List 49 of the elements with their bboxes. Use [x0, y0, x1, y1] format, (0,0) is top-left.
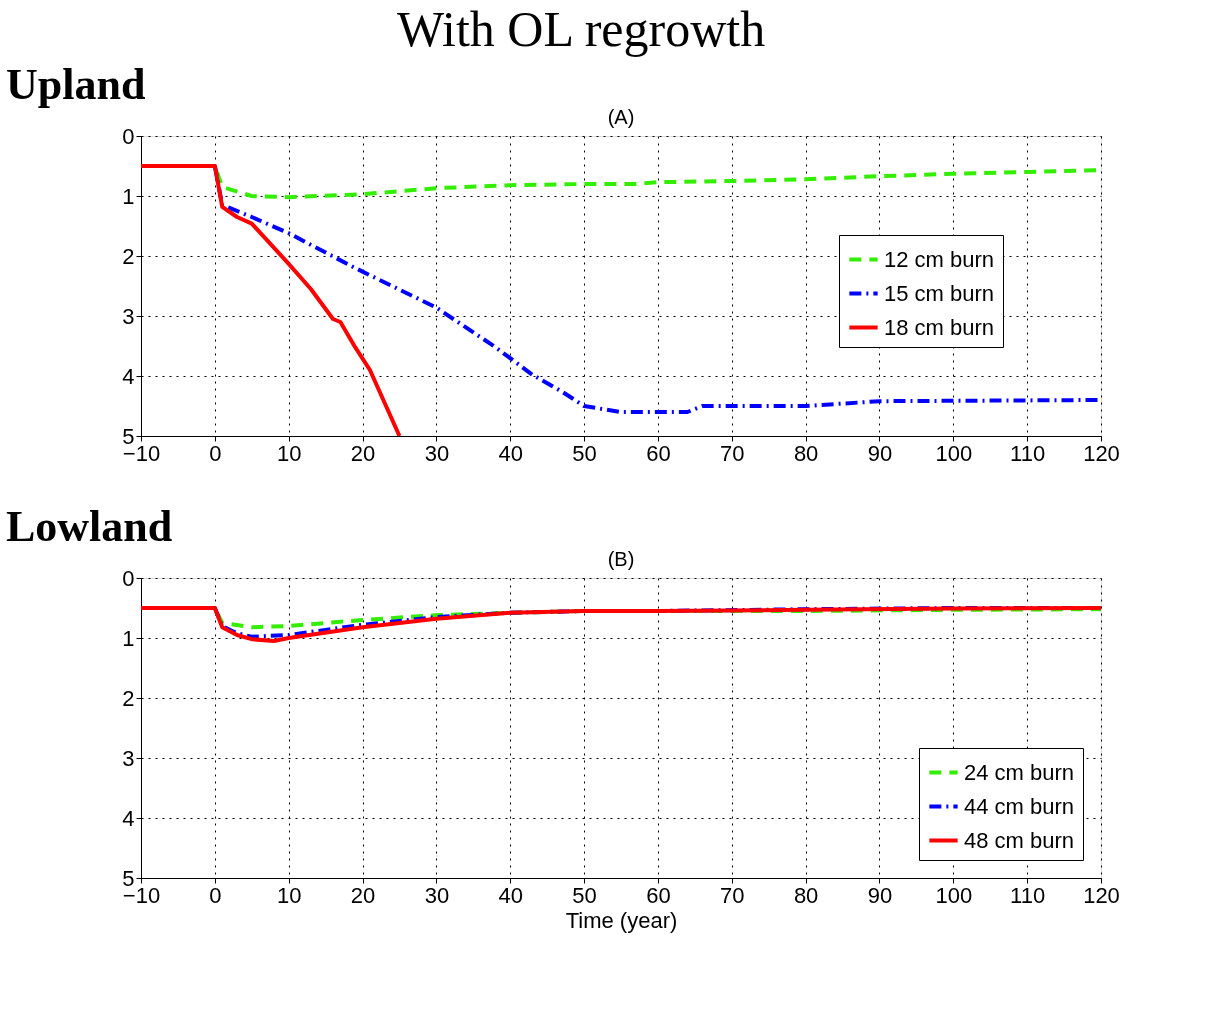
- x-tick-label: 50: [572, 440, 597, 466]
- x-tick-label: 80: [793, 440, 819, 466]
- x-tick-label: 70: [720, 882, 745, 908]
- text: Lowland: [6, 502, 173, 551]
- text: Upland: [6, 60, 146, 109]
- line-series: [141, 164, 402, 436]
- x-tick-label: 30: [424, 882, 450, 908]
- x-tick-label: 120: [1083, 882, 1120, 908]
- x-tick-label: 20: [350, 440, 376, 466]
- y-tick-label: 3: [122, 303, 135, 329]
- x-tick-label: 40: [498, 882, 523, 908]
- x-tick-label: 20: [350, 882, 376, 908]
- x-tick-label: 80: [793, 882, 819, 908]
- chart-title: (B): [607, 548, 635, 570]
- x-tick-label: 10: [276, 440, 302, 466]
- x-axis-title: Time (year): [565, 907, 678, 933]
- x-tick-label: 30: [424, 440, 450, 466]
- x-tick-label: 50: [572, 882, 597, 908]
- y-tick-label: 4: [122, 805, 135, 831]
- chart-title: (A): [607, 106, 635, 128]
- legend-label: 15 cm burn: [884, 280, 995, 306]
- legend-label: 44 cm burn: [964, 793, 1075, 819]
- y-tick-label: 2: [122, 243, 135, 269]
- x-tick-label: 120: [1083, 440, 1120, 466]
- y-tick-label: 0: [122, 123, 135, 149]
- legend-label: 12 cm burn: [884, 246, 995, 272]
- x-tick-label: 70: [720, 440, 745, 466]
- legend-label: 24 cm burn: [964, 759, 1075, 785]
- x-tick-label: 60: [646, 882, 671, 908]
- y-tick-label: 1: [122, 183, 135, 209]
- x-tick-label: 10: [276, 882, 302, 908]
- x-tick-label: 90: [867, 882, 893, 908]
- x-tick-label: 40: [498, 440, 523, 466]
- y-tick-label: 3: [122, 745, 135, 771]
- x-tick-label: 0: [209, 440, 222, 466]
- x-tick-label: 100: [935, 440, 973, 466]
- x-tick-label: 100: [935, 882, 973, 908]
- text: With OL regrowth: [396, 1, 766, 57]
- x-tick-label: 110: [1010, 882, 1046, 908]
- y-tick-label: 4: [122, 363, 135, 389]
- x-tick-label: 60: [646, 440, 671, 466]
- x-tick-label: 90: [867, 440, 893, 466]
- y-tick-label: 2: [122, 685, 135, 711]
- x-tick-label: 110: [1010, 440, 1046, 466]
- legend-label: 48 cm burn: [964, 827, 1075, 853]
- legend-label: 18 cm burn: [884, 314, 995, 340]
- y-tick-label: 0: [122, 565, 135, 591]
- y-tick-label: 1: [122, 625, 135, 651]
- x-tick-label: 0: [209, 882, 222, 908]
